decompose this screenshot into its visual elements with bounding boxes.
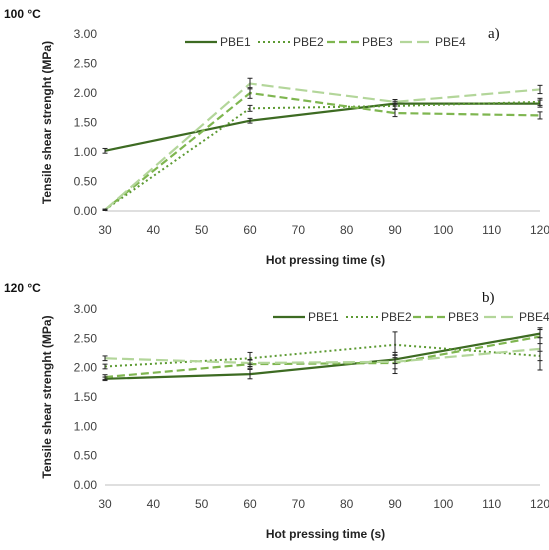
y-tick-label: 0.00: [74, 478, 98, 492]
error-bar-pbe4: [247, 358, 253, 367]
error-bar-pbe3: [392, 109, 398, 118]
x-tick-label: 100: [433, 497, 453, 511]
error-bar-pbe2: [247, 104, 253, 112]
x-tick-label: 110: [482, 223, 501, 237]
y-tick-label: 3.00: [74, 27, 98, 41]
x-tick-label: 40: [147, 223, 161, 237]
x-axis-title: Hot pressing time (s): [266, 527, 385, 541]
series-line-pbe3: [104, 335, 541, 379]
error-bar-pbe4: [102, 208, 108, 211]
legend-label-pbe1: PBE1: [308, 310, 339, 324]
y-axis-title: Tensile shear strenght (MPa): [40, 41, 54, 204]
y-tick-label: 2.00: [74, 361, 98, 375]
x-tick-label: 100: [433, 223, 453, 237]
error-bar-pbe4: [102, 355, 108, 362]
error-bar-pbe1: [247, 117, 253, 124]
error-bar-pbe3: [537, 111, 543, 120]
y-tick-label: 0.50: [74, 175, 98, 189]
temperature-label: 100 °C: [4, 7, 41, 21]
y-tick-label: 2.50: [74, 331, 98, 345]
x-tick-label: 50: [195, 223, 209, 237]
legend-label-pbe4: PBE4: [435, 35, 466, 49]
legend-label-pbe3: PBE3: [448, 310, 479, 324]
y-tick-label: 2.50: [74, 57, 98, 71]
y-tick-label: 1.50: [74, 116, 98, 130]
y-tick-label: 1.50: [74, 390, 98, 404]
error-bar-pbe4: [537, 327, 543, 371]
series-line-pbe3: [104, 91, 541, 211]
x-tick-label: 30: [98, 223, 112, 237]
x-tick-label: 110: [482, 497, 501, 511]
x-tick-label: 70: [292, 497, 306, 511]
x-axis-title: Hot pressing time (s): [266, 253, 385, 267]
y-tick-label: 1.00: [74, 419, 98, 433]
x-tick-label: 70: [292, 223, 306, 237]
y-tick-label: 1.00: [74, 145, 98, 159]
legend-label-pbe4: PBE4: [519, 310, 549, 324]
y-tick-label: 0.50: [74, 449, 98, 463]
error-bar-pbe4: [392, 354, 398, 370]
error-bar-pbe3: [102, 374, 108, 380]
x-tick-label: 60: [243, 223, 257, 237]
legend-label-pbe3: PBE3: [362, 35, 393, 49]
error-bar-pbe4: [392, 98, 398, 105]
panel-label: b): [482, 290, 495, 306]
temperature-label: 120 °C: [4, 281, 41, 295]
x-tick-label: 60: [243, 497, 257, 511]
x-tick-label: 120: [530, 497, 549, 511]
legend-label-pbe1: PBE1: [220, 35, 251, 49]
error-bar-pbe4: [247, 77, 253, 90]
y-axis-title: Tensile shear strenght (MPa): [40, 315, 54, 478]
error-bar-pbe2: [537, 97, 543, 106]
chart-panel-1: 100 °C a) 0.00 0.50 1.00 1.50 2.00 2.50 3.00 30 40…: [4, 7, 549, 267]
chart-panel-2: 120 °C b) 0.00 0.50 1.00 1.50 2.00 2.50 3.00 30 40…: [4, 281, 549, 541]
series-line-pbe1: [104, 332, 541, 380]
x-tick-label: 50: [195, 497, 209, 511]
series-line-pbe2: [104, 100, 541, 211]
x-tick-label: 90: [388, 497, 402, 511]
x-tick-label: 80: [340, 497, 354, 511]
error-bar-pbe1: [102, 147, 108, 154]
x-tick-label: 40: [147, 497, 161, 511]
x-tick-label: 90: [388, 223, 402, 237]
legend-label-pbe2: PBE2: [293, 35, 324, 49]
error-bar-pbe2: [102, 363, 108, 370]
error-bar-pbe1: [247, 368, 253, 380]
series-line-pbe1: [104, 102, 540, 152]
y-tick-label: 0.00: [74, 204, 98, 218]
legend-label-pbe2: PBE2: [381, 310, 412, 324]
y-tick-label: 3.00: [74, 302, 98, 316]
series-line-pbe4: [104, 82, 541, 211]
x-tick-label: 120: [530, 223, 549, 237]
series-line-pbe4: [104, 347, 541, 365]
x-tick-label: 30: [98, 497, 112, 511]
error-bar-pbe4: [537, 84, 543, 95]
x-tick-label: 80: [340, 223, 354, 237]
y-tick-label: 2.00: [74, 86, 98, 100]
panel-label: a): [488, 26, 500, 42]
